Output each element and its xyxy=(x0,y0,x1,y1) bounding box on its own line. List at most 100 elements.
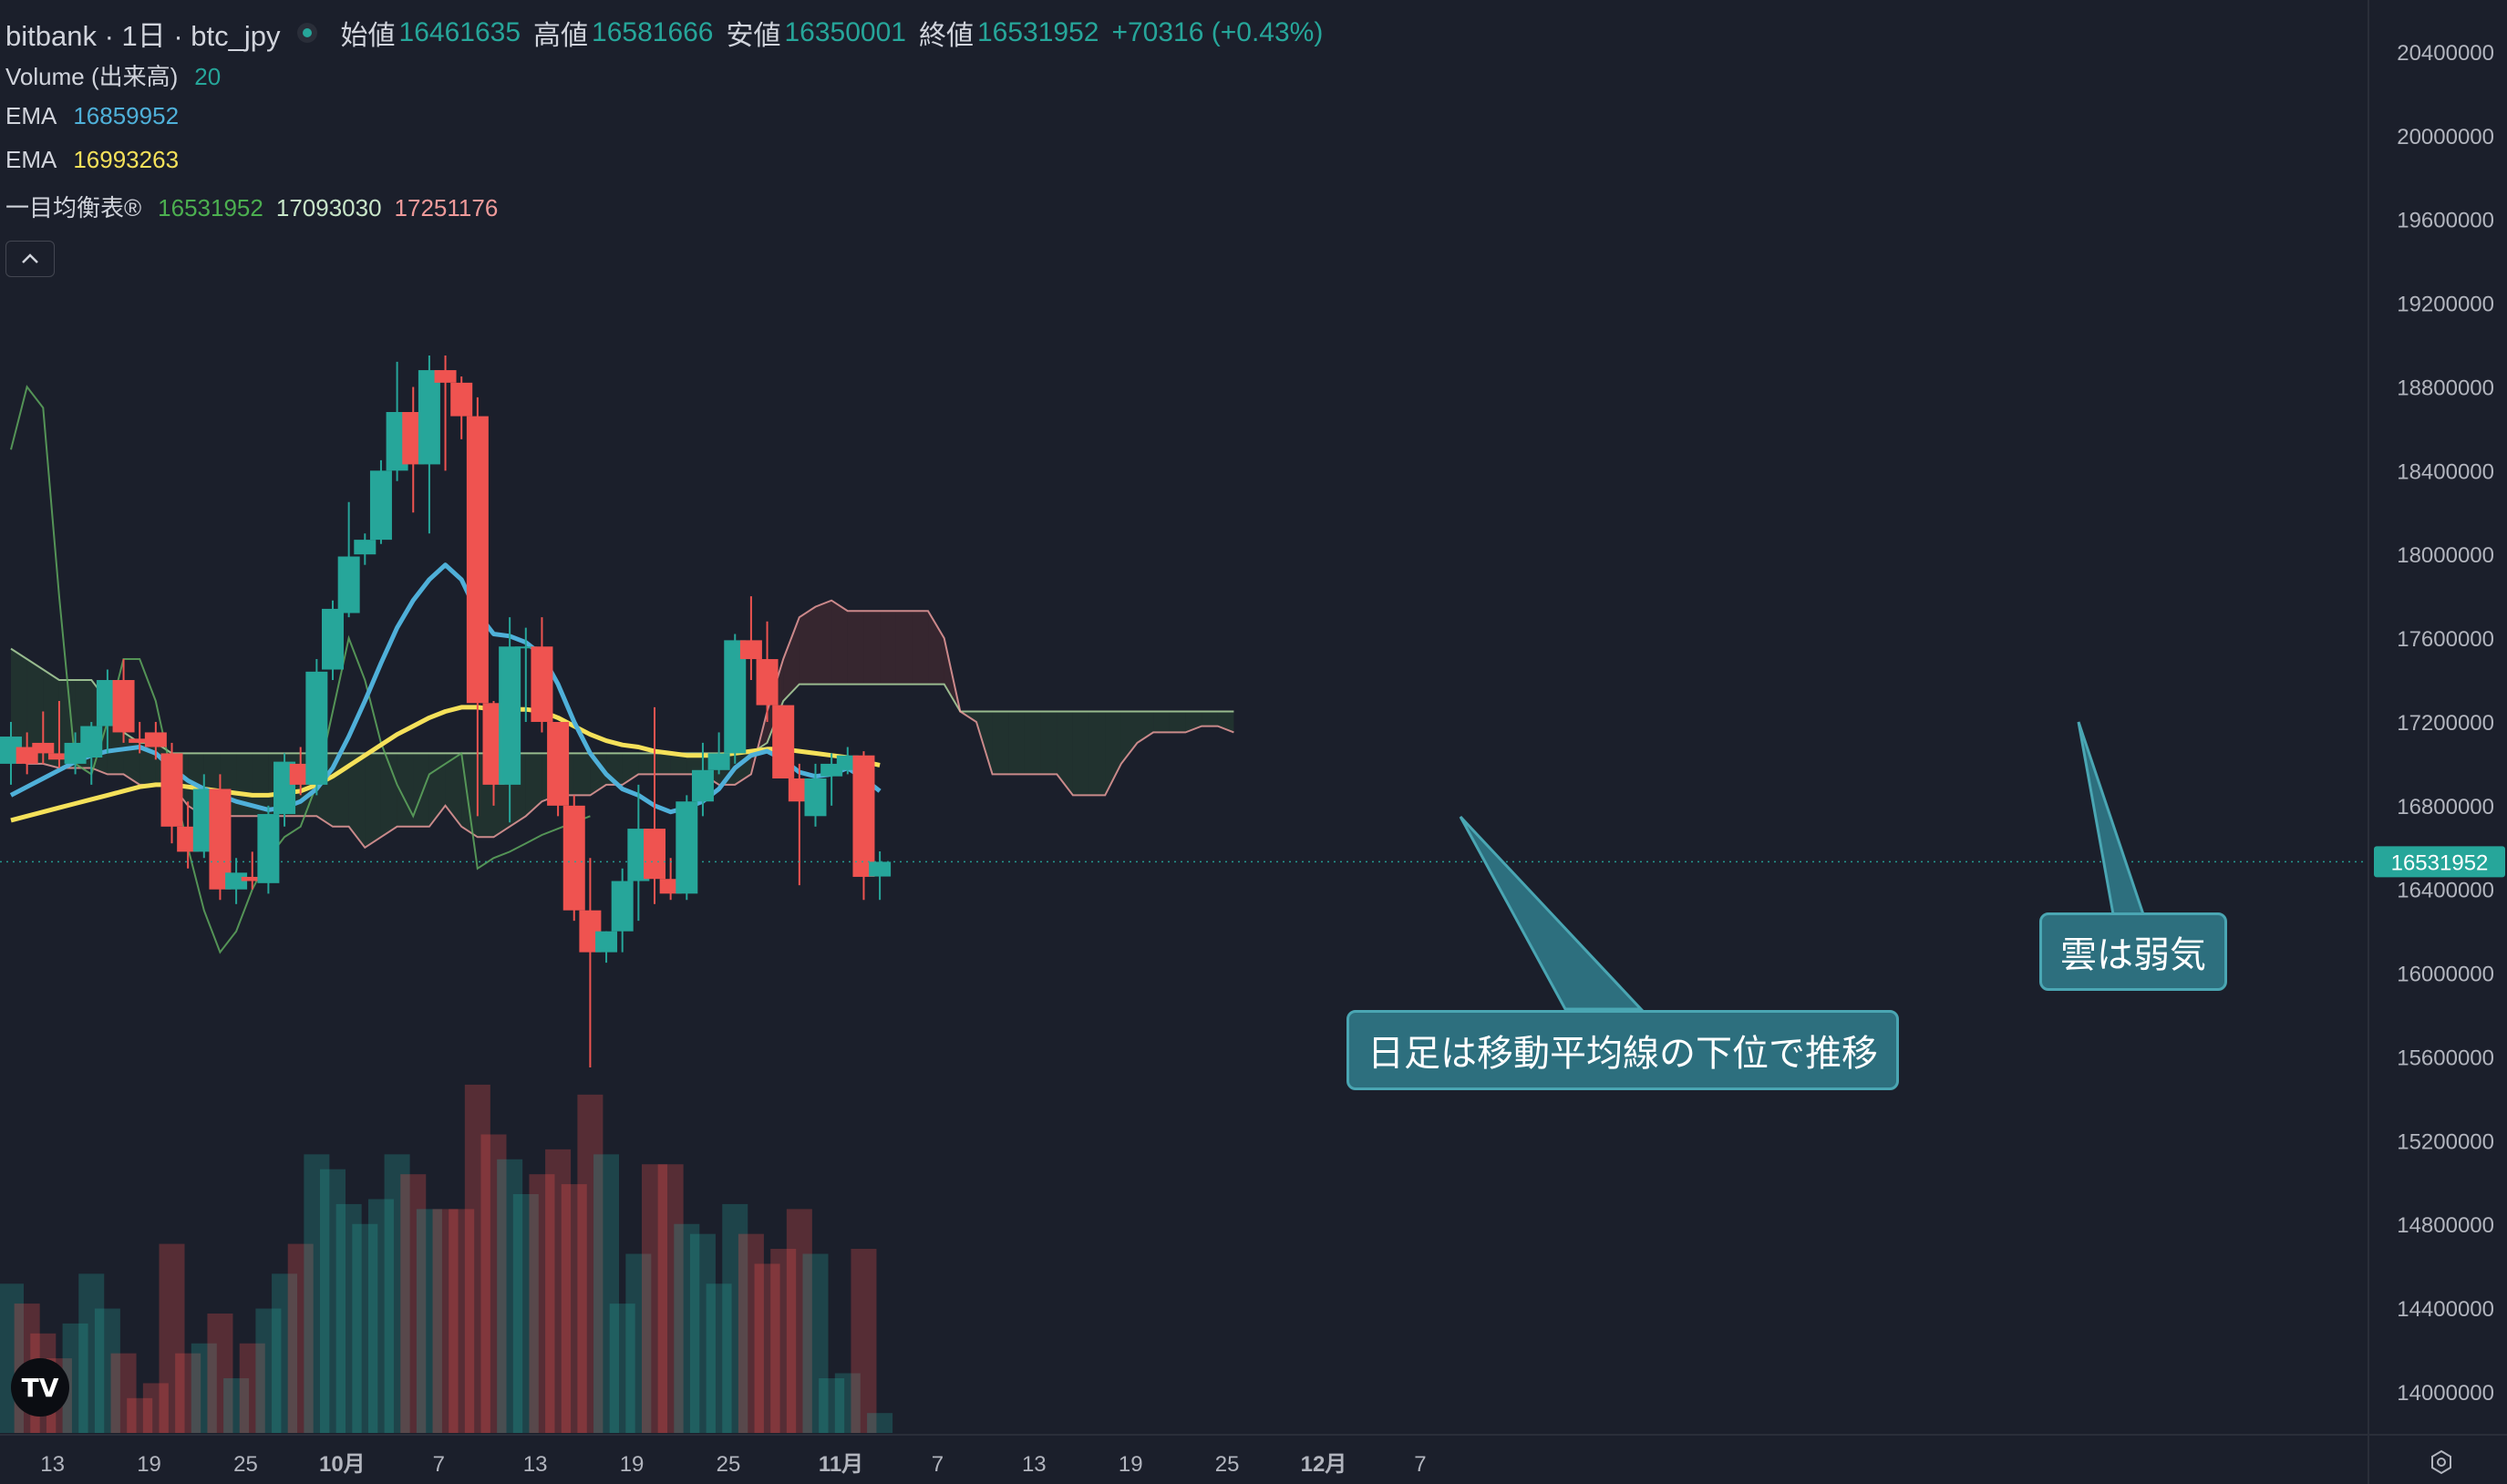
candle xyxy=(869,850,892,901)
volume-bar xyxy=(384,1154,410,1433)
volume-bar xyxy=(834,1373,861,1433)
candle-body xyxy=(869,861,892,877)
cloud-segment xyxy=(799,606,816,685)
candle xyxy=(611,868,634,953)
candle-body xyxy=(611,881,634,932)
cloud-segment xyxy=(1008,711,1025,775)
market-status-icon[interactable] xyxy=(296,23,317,43)
candle-body xyxy=(466,416,489,704)
candle xyxy=(644,706,665,904)
volume-bar xyxy=(706,1283,732,1433)
legend-ema-fast-row[interactable]: EMA 16859952 xyxy=(5,102,1336,146)
ichimoku-value-1: 16531952 xyxy=(158,194,263,222)
tradingview-logo-icon[interactable]: TV xyxy=(11,1358,69,1417)
candle xyxy=(354,533,377,565)
open-value: 16461635 xyxy=(398,17,521,47)
candle xyxy=(322,600,344,681)
candle-body xyxy=(369,470,392,541)
legend-ichimoku-row[interactable]: 一目均衡表® 16531952 17093030 17251176 xyxy=(5,190,1336,233)
ema-fast-name: EMA xyxy=(5,102,57,129)
cloud-segment xyxy=(1153,711,1170,733)
cloud-segment xyxy=(590,753,607,796)
volume-bar xyxy=(529,1174,555,1433)
volume-bar xyxy=(642,1164,667,1433)
candle xyxy=(450,376,473,439)
candle xyxy=(337,501,360,618)
chart-legend: bitbank · 1日 · btc_jpy 始値 16461635 高値 16… xyxy=(5,7,1336,277)
candle-body xyxy=(644,829,665,880)
ema-slow-value: 16993263 xyxy=(73,146,180,173)
candle-body xyxy=(32,742,55,754)
candle-body xyxy=(531,646,553,722)
y-tick-label: 17600000 xyxy=(2397,627,2494,652)
cloud-segment xyxy=(1105,711,1121,796)
legend-ema-slow-row[interactable]: EMA 16993263 xyxy=(5,146,1336,190)
annotation-daily[interactable]: 日足は移動平均線の下位で推移 xyxy=(1346,1010,1899,1090)
ema-fast-value: 16859952 xyxy=(73,102,180,129)
volume-bar xyxy=(609,1304,635,1433)
candle xyxy=(691,742,714,817)
candle-body xyxy=(257,814,280,883)
cloud-segment xyxy=(847,611,864,685)
candle-body xyxy=(337,556,360,613)
y-tick-label: 17200000 xyxy=(2397,711,2494,736)
candle xyxy=(562,795,585,922)
x-tick-label: 11月 xyxy=(819,1452,863,1477)
callout-pointer-cloud xyxy=(2077,721,2146,916)
cloud-segment xyxy=(783,617,800,701)
cloud-segment xyxy=(815,600,832,685)
low-label: 安値 xyxy=(726,21,781,51)
legend-title-row: bitbank · 1日 · btc_jpy 始値 16461635 高値 16… xyxy=(5,7,1336,58)
volume-bar xyxy=(352,1223,378,1433)
y-tick-label: 19200000 xyxy=(2397,293,2494,317)
y-tick-label: 16400000 xyxy=(2397,879,2494,903)
legend-collapse-button[interactable] xyxy=(5,241,55,277)
cloud-segment xyxy=(1072,711,1089,796)
annotation-cloud[interactable]: 雲は弱気 xyxy=(2039,912,2227,991)
candle-body xyxy=(852,755,875,877)
y-tick-label: 18000000 xyxy=(2397,543,2494,568)
x-tick-label: 10月 xyxy=(319,1452,366,1477)
ichimoku-cloud xyxy=(10,599,1234,850)
candle-body xyxy=(241,876,263,881)
candle-body xyxy=(562,805,585,911)
cloud-segment xyxy=(1057,711,1073,796)
volume-bar xyxy=(223,1377,250,1433)
cloud-segment xyxy=(928,611,944,685)
cloud-segment xyxy=(655,753,671,775)
cloud-segment xyxy=(365,753,381,848)
x-tick-label: 19 xyxy=(1119,1452,1143,1477)
cloud-segment xyxy=(348,753,366,848)
candle xyxy=(144,721,167,760)
candle-body xyxy=(112,680,135,733)
legend-volume-row[interactable]: Volume (出来高) 20 xyxy=(5,58,1336,102)
y-tick-label: 14000000 xyxy=(2397,1381,2494,1406)
candle xyxy=(852,751,875,901)
volume-bar xyxy=(400,1174,427,1433)
candle xyxy=(772,705,795,778)
candle xyxy=(547,721,570,817)
volume-bar xyxy=(561,1184,587,1433)
volume-bar xyxy=(142,1383,169,1433)
volume-bar xyxy=(657,1164,684,1433)
x-tick-label: 25 xyxy=(1215,1452,1240,1477)
candle-body xyxy=(676,801,698,894)
cloud-segment xyxy=(831,600,848,685)
ichimoku-value-3: 17251176 xyxy=(394,194,499,222)
x-tick-label: 7 xyxy=(1414,1452,1426,1477)
symbol-title[interactable]: bitbank · 1日 · btc_jpy xyxy=(5,19,281,52)
volume-bar xyxy=(416,1209,442,1433)
axis-settings-icon[interactable] xyxy=(2429,1449,2454,1475)
candle xyxy=(466,397,489,817)
volume-bar xyxy=(255,1308,282,1433)
volume-value: 20 xyxy=(194,63,222,90)
cloud-segment xyxy=(670,753,687,775)
candle-body xyxy=(322,608,344,670)
candle-body xyxy=(129,738,151,743)
candle xyxy=(80,721,103,785)
cloud-segment xyxy=(912,611,929,685)
candle-body xyxy=(160,753,183,827)
candle xyxy=(112,659,135,743)
y-tick-label: 19600000 xyxy=(2397,209,2494,233)
